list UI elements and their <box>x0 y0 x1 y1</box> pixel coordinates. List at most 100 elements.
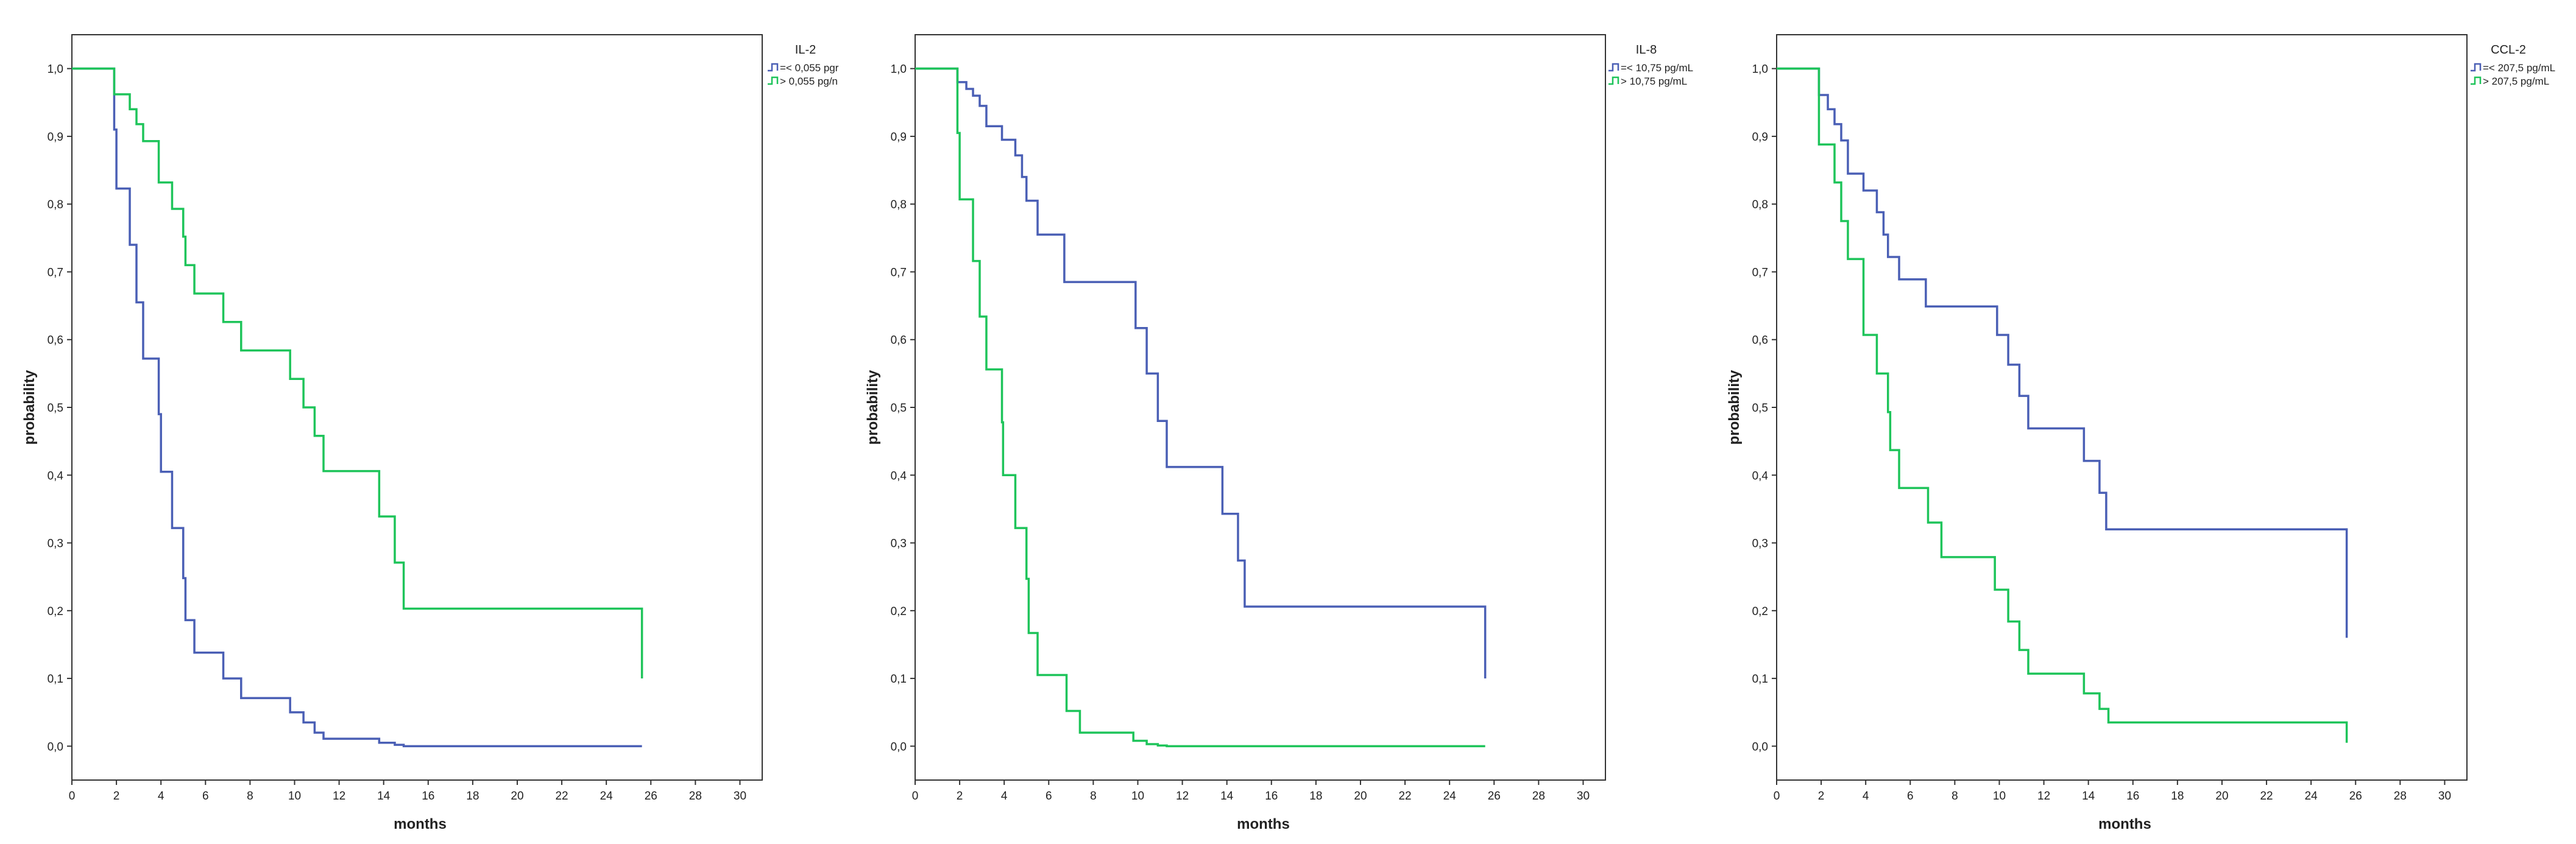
y-tick-label: 0,8 <box>1752 199 1768 211</box>
x-axis-title: months <box>1237 816 1290 832</box>
x-tick-label: 8 <box>1090 790 1097 803</box>
x-tick-label: 0 <box>912 790 919 803</box>
y-tick-label: 0,6 <box>891 334 907 347</box>
x-tick-label: 22 <box>1398 790 1411 803</box>
x-tick-label: 18 <box>1309 790 1322 803</box>
x-tick-label: 10 <box>1993 790 2006 803</box>
y-axis-title: probability <box>21 370 38 445</box>
x-tick-label: 30 <box>734 790 746 803</box>
x-tick-label: 24 <box>1443 790 1457 803</box>
x-axis-title: months <box>394 816 447 832</box>
y-tick-label: 0,9 <box>891 131 907 144</box>
y-tick-label: 0,2 <box>1752 605 1768 618</box>
x-tick-label: 30 <box>1577 790 1590 803</box>
y-tick-label: 0,4 <box>891 469 907 482</box>
x-tick-label: 2 <box>1818 790 1825 803</box>
x-tick-label: 16 <box>422 790 434 803</box>
chart-panel-2: 0,00,10,20,30,40,50,60,70,80,91,00 2 4 6 8 10… <box>865 34 1693 832</box>
survival-curve-high <box>915 67 1485 748</box>
x-tick-label: 6 <box>1907 790 1914 803</box>
plot-frame <box>1776 34 2468 781</box>
x-tick-label: 18 <box>2171 790 2184 803</box>
x-tick-label: 0 <box>69 790 76 803</box>
x-tick-label: 6 <box>1046 790 1052 803</box>
y-tick-label: 0,8 <box>891 199 907 211</box>
y-tick-label: 0,0 <box>48 740 63 753</box>
plot-frame <box>915 34 1606 781</box>
y-tick-label: 1,0 <box>891 63 907 76</box>
x-tick-label: 22 <box>555 790 568 803</box>
x-tick-label: 20 <box>2215 790 2228 803</box>
y-tick-label: 0,1 <box>891 673 907 686</box>
legend-swatch-high <box>1608 76 1619 85</box>
y-tick-label: 0,5 <box>891 402 907 415</box>
survival-curve-low <box>1777 67 2348 638</box>
x-tick-label: 8 <box>247 790 253 803</box>
y-axis-title: probability <box>1726 370 1743 445</box>
x-tick-label: 10 <box>288 790 301 803</box>
x-tick-label: 26 <box>2349 790 2362 803</box>
x-axis-title: months <box>2098 816 2151 832</box>
x-tick-label: 18 <box>466 790 479 803</box>
legend-label-low: =< 207,5 pg/mL <box>2483 62 2555 74</box>
survival-curve-low <box>915 67 1487 679</box>
y-tick-label: 0,7 <box>48 266 63 279</box>
x-tick-label: 6 <box>202 790 209 803</box>
legend-swatch-low <box>2471 63 2482 72</box>
y-tick-label: 0,0 <box>891 740 907 753</box>
y-axis-title: probability <box>865 370 881 445</box>
x-tick-label: 20 <box>511 790 523 803</box>
y-tick-label: 1,0 <box>1752 63 1768 76</box>
y-tick-label: 0,1 <box>48 673 63 686</box>
y-tick-label: 0,0 <box>1752 740 1768 753</box>
x-tick-label: 30 <box>2438 790 2451 803</box>
y-tick-label: 0,5 <box>1752 402 1768 415</box>
y-tick-label: 0,2 <box>48 605 63 618</box>
x-tick-label: 28 <box>689 790 702 803</box>
legend-label-low: =< 10,75 pg/mL <box>1621 62 1693 74</box>
y-tick-label: 0,1 <box>1752 673 1768 686</box>
y-tick-label: 0,6 <box>1752 334 1768 347</box>
legend-swatch-high <box>768 76 779 85</box>
x-tick-label: 22 <box>2260 790 2273 803</box>
x-tick-label: 8 <box>1951 790 1958 803</box>
x-tick-label: 2 <box>113 790 120 803</box>
y-tick-label: 0,8 <box>48 199 63 211</box>
survival-curve-high <box>72 67 643 679</box>
legend: CCL-2 =< 207,5 pg/mL > 207,5 pg/mL <box>2471 43 2555 87</box>
x-tick-label: 26 <box>1488 790 1501 803</box>
y-tick-label: 0,9 <box>48 131 63 144</box>
legend-title: IL-8 <box>1636 43 1657 57</box>
legend-label-high: > 10,75 pg/mL <box>1621 76 1687 87</box>
x-tick-label: 2 <box>957 790 963 803</box>
legend-swatch-low <box>768 63 779 72</box>
legend-title: CCL-2 <box>2491 43 2526 57</box>
x-tick-label: 14 <box>2082 790 2095 803</box>
survival-curve-high <box>1777 67 2348 743</box>
legend-title: IL-2 <box>795 43 816 57</box>
survival-curve-low <box>72 67 642 748</box>
x-tick-label: 12 <box>333 790 345 803</box>
y-tick-label: 0,7 <box>1752 266 1768 279</box>
x-tick-label: 10 <box>1131 790 1144 803</box>
y-tick-label: 1,0 <box>48 63 63 76</box>
x-tick-label: 4 <box>1001 790 1008 803</box>
y-tick-label: 0,2 <box>891 605 907 618</box>
x-tick-label: 24 <box>2305 790 2318 803</box>
x-tick-label: 16 <box>2126 790 2139 803</box>
y-tick-label: 0,3 <box>48 538 63 550</box>
x-tick-label: 26 <box>645 790 657 803</box>
x-tick-label: 28 <box>1532 790 1545 803</box>
y-tick-label: 0,4 <box>48 469 64 482</box>
x-tick-label: 14 <box>1220 790 1234 803</box>
legend-label-low: =< 0,055 pgr <box>780 62 839 74</box>
x-tick-label: 12 <box>1176 790 1189 803</box>
y-tick-label: 0,3 <box>1752 538 1768 550</box>
y-tick-label: 0,5 <box>48 402 63 415</box>
legend-label-high: > 0,055 pg/n <box>780 76 838 87</box>
legend-label-high: > 207,5 pg/mL <box>2483 76 2549 87</box>
legend: IL-2 =< 0,055 pgr > 0,055 pg/n <box>768 43 839 87</box>
y-tick-label: 0,3 <box>891 538 907 550</box>
y-tick-label: 0,4 <box>1752 469 1769 482</box>
